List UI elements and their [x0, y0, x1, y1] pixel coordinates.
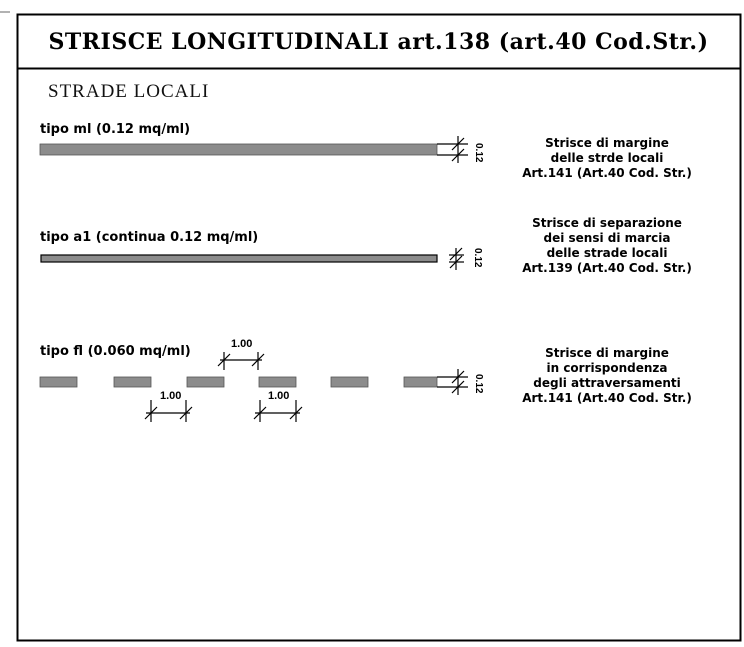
stripe-a1	[40, 254, 438, 263]
stripe-ml	[39, 143, 438, 156]
dimension-gap-top	[217, 352, 265, 370]
label-tipo-fl: tipo fl (0.060 mq/ml)	[40, 344, 191, 359]
description-a1: Strisce di separazione dei sensi di marc…	[507, 216, 707, 276]
dash-2	[113, 376, 152, 388]
description-ml-line-1: Strisce di margine	[545, 136, 669, 150]
description-a1-line-2: dei sensi di marcia	[543, 231, 671, 245]
page-title: STRISCE LONGITUDINALI art.138 (art.40 Co…	[48, 29, 709, 55]
width-dimension-ml	[437, 136, 468, 163]
dash-3	[186, 376, 225, 388]
width-label-ml: 0.12	[473, 143, 484, 163]
width-label-fl: 0.12	[473, 374, 484, 394]
width-dimension-a1	[449, 247, 464, 270]
outer-frame	[16, 13, 742, 642]
description-fl-line-1: Strisce di margine	[545, 346, 669, 360]
description-a1-line-3: delle strade locali	[546, 246, 668, 260]
label-tipo-ml: tipo ml (0.12 mq/ml)	[40, 122, 191, 137]
width-dimension-fl	[437, 369, 468, 395]
description-fl: Strisce di margine in corrispondenza deg…	[507, 346, 707, 406]
dash-4	[258, 376, 297, 388]
width-label-a1: 0.12	[472, 248, 483, 268]
dimension-label-dash-left: 1.00	[160, 390, 182, 402]
dash-1	[39, 376, 78, 388]
description-ml: Strisce di margine delle strde locali Ar…	[507, 136, 707, 181]
label-tipo-a1: tipo a1 (continua 0.12 mq/ml)	[40, 230, 259, 245]
description-fl-line-2: in corrispondenza	[546, 361, 668, 375]
description-fl-line-4: Art.141 (Art.40 Cod. Str.)	[522, 391, 692, 405]
dimension-label-dash-right: 1.00	[268, 390, 290, 402]
dash-5	[330, 376, 369, 388]
dash-6	[403, 376, 438, 388]
dimension-dash-left	[144, 400, 193, 422]
description-a1-line-4: Art.139 (Art.40 Cod. Str.)	[522, 261, 692, 275]
dimension-dash-right	[253, 400, 303, 422]
stripe-fl	[39, 376, 438, 388]
section-subtitle: STRADE LOCALI	[48, 81, 210, 102]
description-a1-line-1: Strisce di separazione	[532, 216, 682, 230]
dimension-label-gap: 1.00	[231, 338, 253, 350]
description-ml-line-3: Art.141 (Art.40 Cod. Str.)	[522, 166, 692, 180]
description-ml-line-2: delle strde locali	[550, 151, 664, 165]
description-fl-line-3: degli attraversamenti	[533, 376, 681, 390]
